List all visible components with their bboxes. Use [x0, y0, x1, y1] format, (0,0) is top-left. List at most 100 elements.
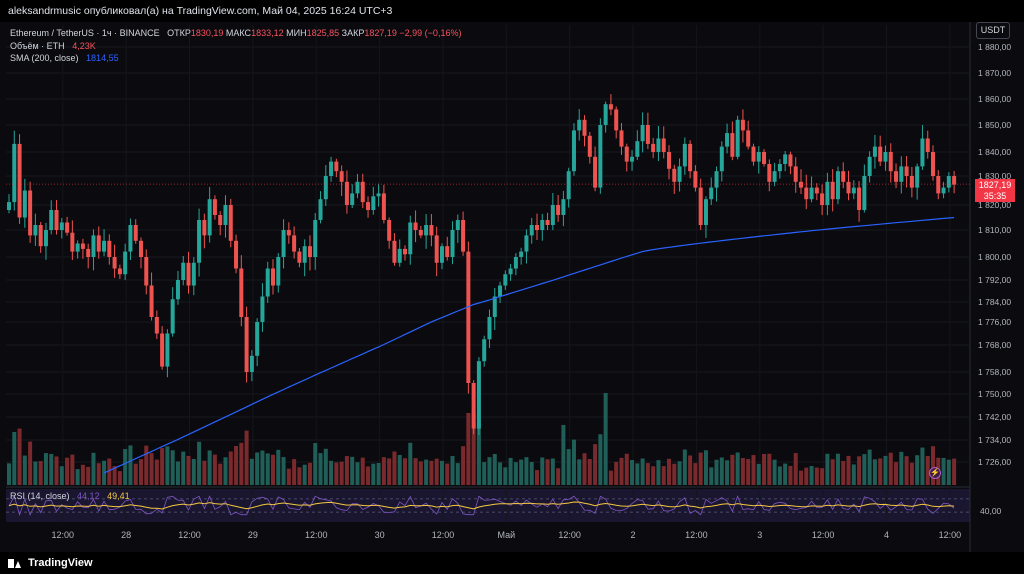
volume-bar: [302, 464, 307, 485]
price-tick-label: 1 860,00: [978, 94, 1011, 104]
time-tick-label: 3: [757, 530, 762, 540]
volume-bar: [175, 461, 180, 485]
candle-body: [841, 171, 846, 182]
candle-body: [677, 166, 682, 182]
volume-bar: [197, 441, 202, 485]
volume-bar: [867, 449, 872, 485]
candle-body: [371, 196, 376, 210]
candle-body: [234, 240, 239, 269]
tradingview-brand: TradingView: [28, 557, 93, 569]
volume-bar: [577, 459, 582, 485]
volume-bar: [851, 464, 856, 485]
legend-symbol[interactable]: Ethereum / TetherUS · 1ч · BINANCE: [10, 28, 160, 38]
volume-bar: [719, 457, 724, 485]
candle-body: [17, 143, 22, 218]
candle-body: [894, 171, 899, 182]
sma-200-line: [103, 216, 955, 474]
chart-svg[interactable]: 1 726,00 1 734,00 1 742,00 1 750,00 1 758,00…: [0, 22, 1024, 552]
volume-bar: [160, 448, 165, 485]
currency-selector[interactable]: USDT: [976, 22, 1010, 39]
volume-bar: [619, 457, 624, 485]
volume-bar: [418, 461, 423, 485]
volume-bar: [651, 466, 656, 485]
candle-body: [756, 152, 761, 162]
time-tick-label: 12:00: [685, 530, 708, 540]
candle-body: [91, 235, 96, 257]
candle-body: [466, 251, 471, 383]
volume-bar: [75, 469, 80, 485]
candle-body: [899, 166, 904, 182]
volume-bar: [38, 461, 43, 485]
volume-bar: [397, 454, 402, 485]
volume-bar: [556, 468, 561, 485]
volume-bar: [403, 458, 407, 485]
volume-bar: [799, 470, 803, 485]
candle-body: [772, 171, 777, 182]
time-tick-label: 12:00: [178, 530, 201, 540]
candle-body: [630, 156, 635, 162]
volume-bar: [624, 453, 629, 485]
candle-body: [286, 230, 291, 236]
legend-sma-label[interactable]: SMA (200, close): [10, 53, 79, 63]
price-tick-label: 1 742,00: [978, 412, 1011, 422]
candle-body: [424, 225, 429, 236]
candle-body: [883, 152, 888, 162]
candle-body: [508, 268, 513, 275]
volume-bar: [218, 463, 223, 485]
candle-body: [862, 176, 867, 210]
time-tick-label: 12:00: [432, 530, 455, 540]
volume-bar: [915, 455, 920, 485]
candle-body: [909, 176, 914, 188]
candle-body: [260, 296, 265, 322]
alert-icon[interactable]: ⚡: [929, 467, 941, 479]
volume-bar: [239, 442, 244, 485]
legend-volume-row: Объём · ETH 4,23K: [10, 40, 461, 53]
chart-area[interactable]: 1 726,00 1 734,00 1 742,00 1 750,00 1 758,00…: [0, 22, 1024, 552]
candle-body: [941, 187, 946, 194]
footer-bar: TradingView: [0, 552, 1024, 574]
rsi-legend-value: 44,12: [77, 491, 100, 501]
candle-body: [603, 104, 608, 125]
candle-body: [212, 199, 217, 215]
volume-bar: [43, 453, 48, 485]
candle-body: [925, 138, 930, 152]
candle-body: [54, 210, 59, 230]
publish-header-text: aleksandrmusic опубликовал(а) на Trading…: [8, 5, 393, 17]
rsi-legend-label[interactable]: RSI (14, close): [10, 491, 70, 501]
candle-body: [946, 176, 951, 188]
candle-body: [545, 220, 550, 225]
candle-body: [777, 164, 782, 172]
candle-body: [788, 154, 793, 167]
volume-bar: [381, 457, 386, 485]
volume-bar: [498, 462, 503, 485]
volume-bar: [835, 453, 840, 485]
legend-open-value: 1830,19: [190, 28, 224, 38]
legend-open-label: ОТКР: [167, 28, 191, 38]
candle-body: [7, 202, 11, 210]
price-tick-label: 1 750,00: [978, 389, 1011, 399]
candle-body: [202, 220, 207, 236]
legend-volume-value: 4,23K: [72, 40, 96, 51]
legend-volume-label[interactable]: Объём · ETH: [10, 40, 65, 51]
volume-bar: [207, 450, 212, 485]
volume-bar: [149, 453, 154, 485]
candle-body: [878, 146, 883, 162]
volume-bar: [941, 457, 946, 485]
candle-body: [550, 205, 555, 225]
volume-bar: [392, 451, 397, 485]
volume-bar: [429, 460, 434, 485]
volume-bar: [635, 463, 640, 485]
volume-bar: [593, 444, 598, 485]
volume-bar: [630, 459, 635, 485]
candle-body: [28, 190, 33, 236]
volume-bar: [582, 453, 587, 485]
volume-bar: [608, 470, 613, 485]
volume-bar: [107, 458, 112, 485]
currency-label: USDT: [980, 25, 1006, 35]
volume-bar: [265, 453, 270, 485]
volume-bar: [640, 458, 645, 485]
volume-bar: [22, 455, 27, 485]
volume-bar: [450, 455, 455, 485]
price-tick-label: 1 768,00: [978, 340, 1011, 350]
candle-body: [392, 240, 397, 263]
